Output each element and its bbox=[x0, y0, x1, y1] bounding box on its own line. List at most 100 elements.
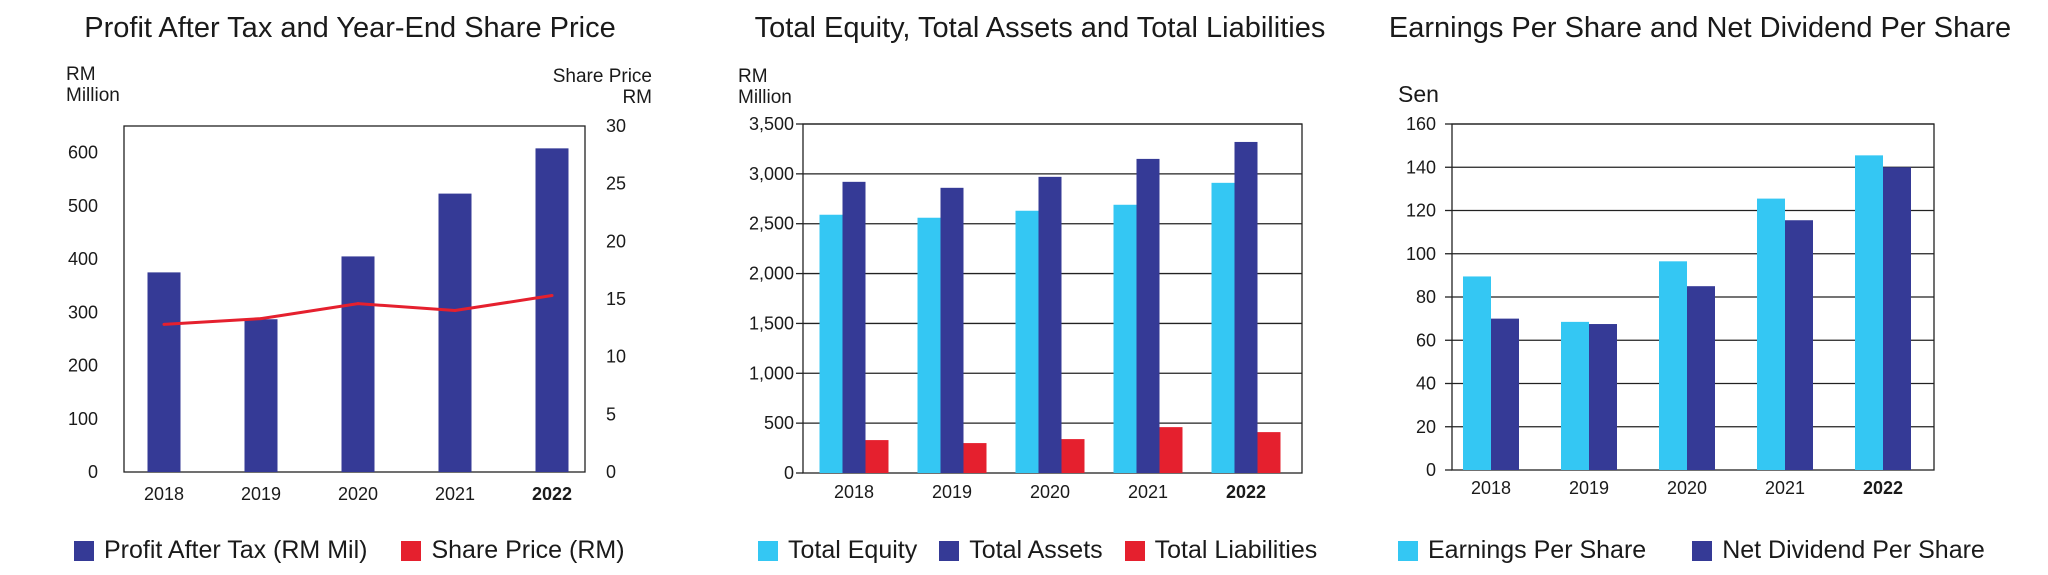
legend-item-net-dividend-per-share: Net Dividend Per Share bbox=[1692, 536, 1985, 565]
legend-swatch bbox=[758, 540, 778, 561]
legend-label: Share Price (RM) bbox=[431, 536, 625, 564]
legend-item-profit-after-tax: Profit After Tax (RM Mil) bbox=[74, 536, 367, 565]
y-tick-label: 500 bbox=[764, 413, 794, 433]
y-tick-label: 100 bbox=[68, 409, 98, 429]
chart-2-ylabel: RM Million bbox=[738, 66, 792, 108]
chart-1-plot: 0 100 200 300 400 500 600 0 5 10 15 20 25 30 2018 2019 2… bbox=[68, 116, 626, 504]
chart-panel-2: Total Equity, Total Assets and Total Lia… bbox=[720, 0, 1360, 575]
bar-net-dividend-per-share-2022 bbox=[1883, 167, 1911, 470]
chart-3-ylabel: Sen bbox=[1398, 81, 1439, 107]
chart-2-ylabel-line-1: RM bbox=[738, 66, 768, 87]
y2-tick-label: 30 bbox=[606, 116, 626, 136]
bar-net-dividend-per-share-2019 bbox=[1589, 324, 1617, 470]
x-tick-label: 2020 bbox=[338, 484, 378, 504]
bar-total-liabilities-2020 bbox=[1061, 439, 1085, 473]
chart-2-ylabel-line-2: Million bbox=[738, 87, 792, 108]
legend-swatch bbox=[1124, 540, 1145, 561]
share-price-point-2018 bbox=[162, 322, 166, 326]
legend-label: Net Dividend Per Share bbox=[1722, 536, 1985, 564]
bar-total-assets-2019 bbox=[940, 187, 964, 473]
chart-2-title: Total Equity, Total Assets and Total Lia… bbox=[754, 12, 1326, 44]
y-tick-label: 0 bbox=[1426, 460, 1436, 480]
legend-label: Profit After Tax (RM Mil) bbox=[104, 536, 368, 564]
bar-net-dividend-per-share-2021 bbox=[1785, 220, 1813, 470]
legend-swatch bbox=[939, 540, 960, 561]
bar-earnings-per-share-2018 bbox=[1463, 276, 1491, 470]
chart-1-ylabel-line-1: RM bbox=[66, 64, 96, 85]
x-tick-label: 2018 bbox=[1471, 478, 1511, 498]
y-tick-label: 1,000 bbox=[749, 363, 794, 383]
chart-3-ylabel-line-1: Sen bbox=[1398, 81, 1439, 107]
x-tick-label: 2019 bbox=[1569, 478, 1609, 498]
y-tick-label: 160 bbox=[1406, 114, 1436, 134]
y2-tick-label: 20 bbox=[606, 231, 626, 251]
chart-panel-1: Profit After Tax and Year-End Share Pric… bbox=[50, 0, 652, 575]
chart-1-legend: Profit After Tax (RM Mil) Share Price (R… bbox=[74, 536, 659, 565]
legend-item-total-liabilities: Total Liabilities bbox=[1124, 536, 1318, 565]
bar-total-assets-2021 bbox=[1136, 158, 1160, 473]
chart-1-y2label: Share Price RM bbox=[553, 66, 652, 108]
bar-total-equity-2021 bbox=[1113, 204, 1137, 474]
chart-1-ylabel: RM Million bbox=[66, 64, 120, 106]
legend-swatch bbox=[1398, 540, 1418, 561]
x-tick-label: 2018 bbox=[834, 482, 874, 502]
y-tick-label: 80 bbox=[1416, 287, 1436, 307]
bar-total-assets-2018 bbox=[842, 181, 866, 473]
bar-total-equity-2018 bbox=[819, 214, 843, 474]
bar-total-assets-2022 bbox=[1234, 141, 1258, 473]
bar-total-liabilities-2021 bbox=[1159, 427, 1183, 473]
y-tick-label: 100 bbox=[1406, 244, 1436, 264]
chart-1-ylabel-line-2: Million bbox=[66, 85, 120, 106]
bar-earnings-per-share-2020 bbox=[1659, 261, 1687, 470]
legend-item-earnings-per-share: Earnings Per Share bbox=[1398, 536, 1646, 565]
y-tick-label: 400 bbox=[68, 249, 98, 269]
y-tick-label: 200 bbox=[68, 356, 98, 376]
chart-1-y2label-line-1: Share Price bbox=[552, 66, 652, 87]
chart-2-legend: Total Equity Total Assets Total Liabilit… bbox=[758, 536, 1317, 565]
y-tick-label: 0 bbox=[88, 462, 98, 482]
bar-earnings-per-share-2019 bbox=[1561, 321, 1589, 470]
bar-profit-after-tax-rm-mil-2020 bbox=[341, 256, 375, 472]
chart-1-title: Profit After Tax and Year-End Share Pric… bbox=[84, 12, 616, 44]
y2-tick-label: 0 bbox=[606, 462, 616, 482]
bar-net-dividend-per-share-2020 bbox=[1687, 286, 1715, 470]
bar-total-liabilities-2018 bbox=[865, 440, 889, 473]
y2-tick-label: 5 bbox=[606, 404, 616, 424]
y-tick-label: 600 bbox=[68, 143, 98, 163]
legend-label: Total Liabilities bbox=[1154, 536, 1318, 564]
y-tick-label: 2,000 bbox=[749, 264, 794, 284]
y-tick-label: 140 bbox=[1406, 157, 1436, 177]
y-tick-label: 3,000 bbox=[749, 164, 794, 184]
x-tick-label: 2021 bbox=[1128, 482, 1168, 502]
y-tick-label: 60 bbox=[1416, 330, 1436, 350]
x-tick-label: 2020 bbox=[1030, 482, 1070, 502]
y2-tick-label: 25 bbox=[606, 174, 626, 194]
y-tick-label: 500 bbox=[68, 196, 98, 216]
chart-3-title: Earnings Per Share and Net Dividend Per … bbox=[1388, 12, 2012, 44]
chart-3-legend: Earnings Per Share Net Dividend Per Shar… bbox=[1398, 536, 1985, 565]
bar-profit-after-tax-rm-mil-2021 bbox=[438, 193, 472, 472]
bar-total-equity-2022 bbox=[1211, 182, 1235, 473]
x-tick-label: 2019 bbox=[932, 482, 972, 502]
legend-label: Total Assets bbox=[969, 536, 1103, 564]
chart-2-plot: 0 500 1,000 1,500 2,000 2,500 3,000 3,500 2018 20… bbox=[749, 114, 1303, 502]
bar-net-dividend-per-share-2018 bbox=[1491, 318, 1519, 470]
bar-total-liabilities-2019 bbox=[963, 443, 987, 473]
bar-total-liabilities-2022 bbox=[1257, 432, 1281, 473]
x-tick-label: 2022 bbox=[1226, 482, 1266, 502]
x-tick-label: 2019 bbox=[241, 484, 281, 504]
legend-item-total-equity: Total Equity bbox=[758, 536, 917, 565]
bar-earnings-per-share-2022 bbox=[1855, 155, 1883, 470]
x-tick-label: 2022 bbox=[1863, 478, 1903, 498]
chart-3-plot: 0 20 40 60 80 100 120 140 160 2018 2019 2020 2021 202… bbox=[1406, 114, 1935, 498]
y-tick-label: 0 bbox=[784, 463, 794, 483]
legend-item-share-price: Share Price (RM) bbox=[401, 536, 625, 565]
bar-earnings-per-share-2021 bbox=[1757, 198, 1785, 470]
share-price-point-2020 bbox=[356, 302, 360, 306]
y-tick-label: 40 bbox=[1416, 374, 1436, 394]
legend-swatch bbox=[1692, 540, 1713, 561]
share-price-point-2021 bbox=[453, 309, 457, 313]
bar-profit-after-tax-rm-mil-2018 bbox=[147, 272, 181, 472]
chart-1-y2label-line-2: RM bbox=[622, 87, 652, 108]
bar-total-equity-2020 bbox=[1015, 210, 1039, 473]
